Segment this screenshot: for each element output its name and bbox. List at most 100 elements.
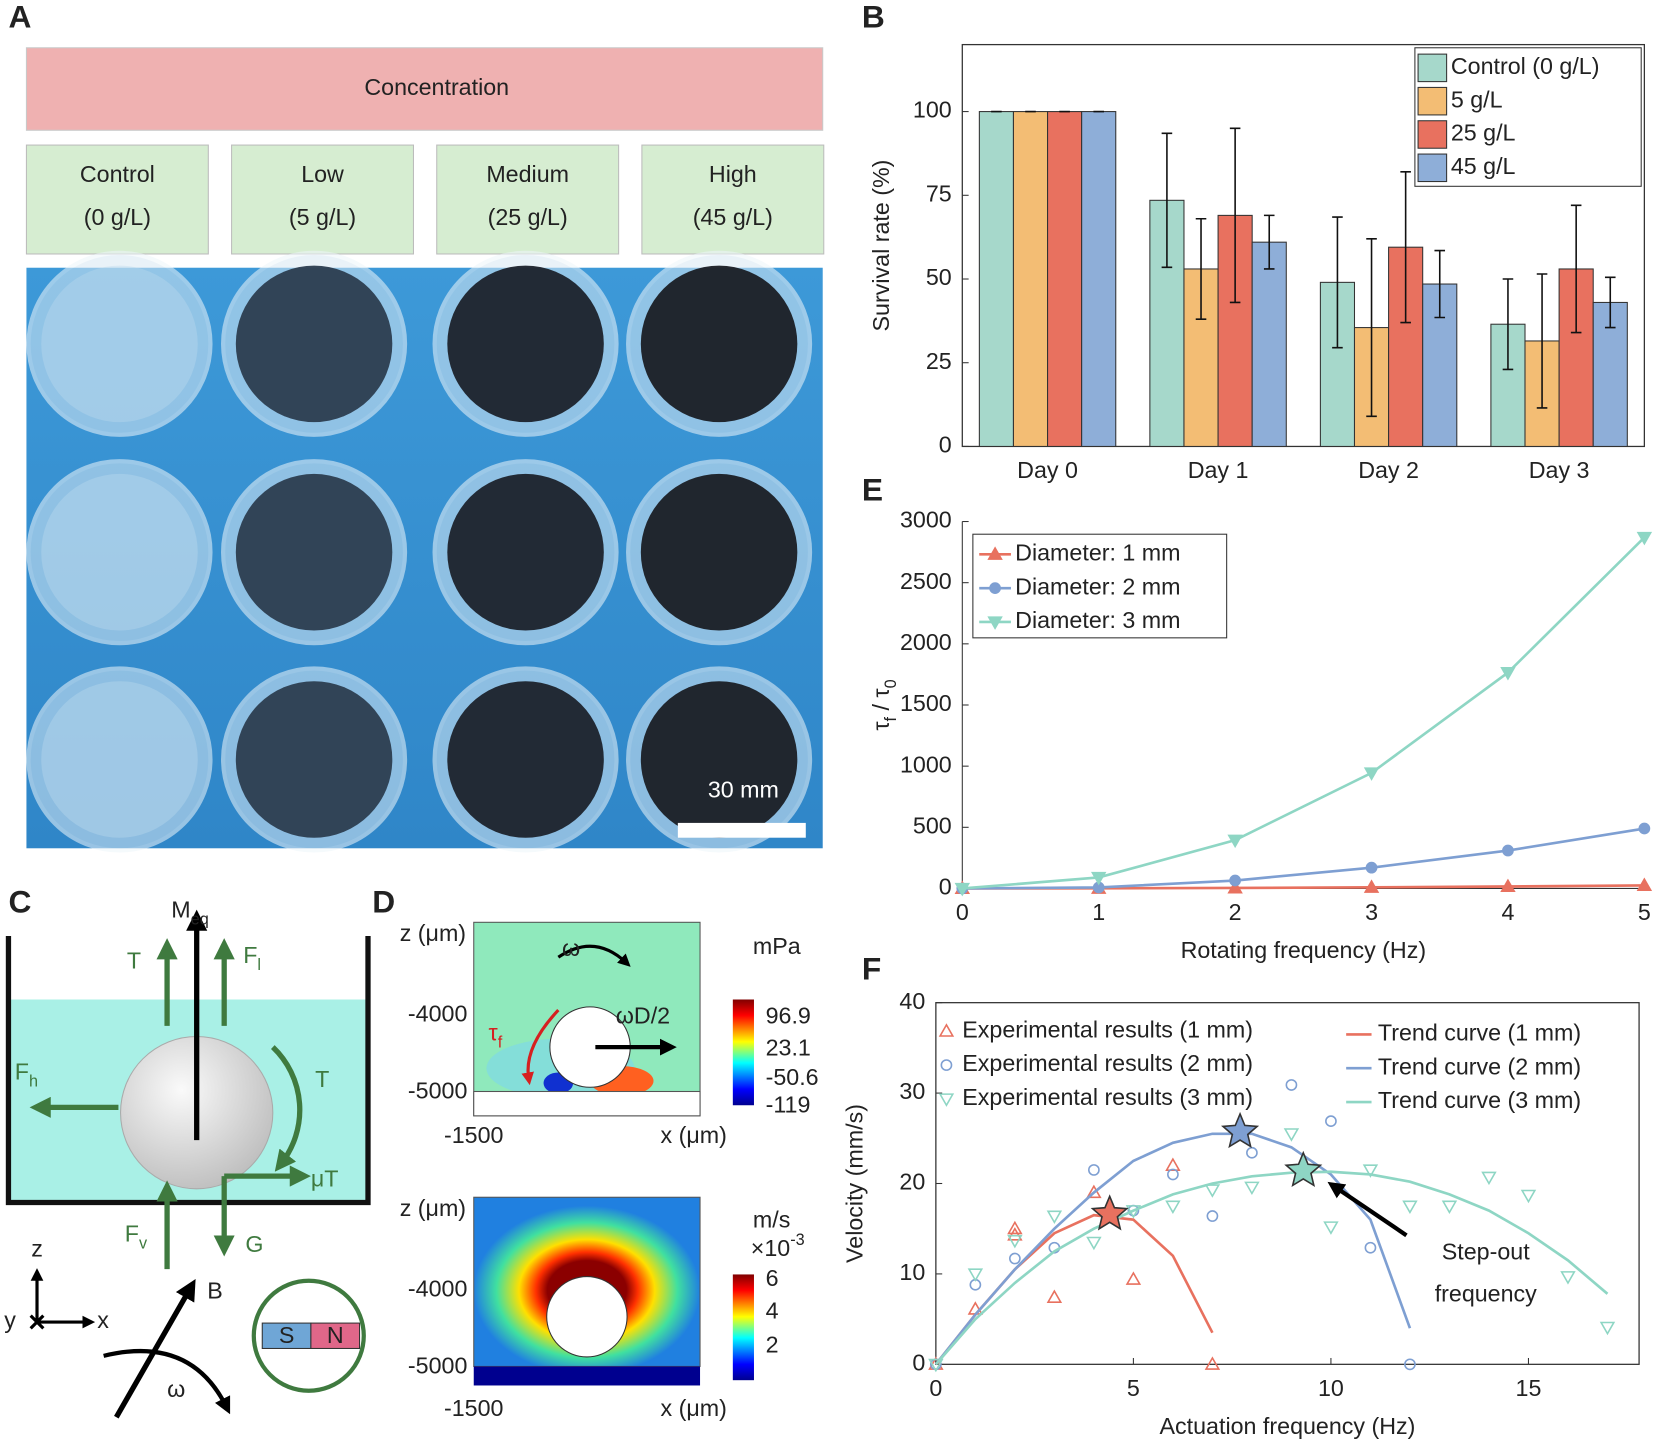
line xyxy=(934,1132,1412,1366)
dish-content xyxy=(640,681,798,838)
marker xyxy=(987,616,1003,630)
marker xyxy=(1363,767,1380,781)
shear-label-part: τ xyxy=(489,1020,498,1046)
legend-label: Trend curve (3 mm) xyxy=(1378,1087,1581,1113)
y-axis-label-part: τ xyxy=(868,721,894,730)
y-tick-label: 50 xyxy=(926,264,952,290)
bar xyxy=(1081,111,1117,447)
force-label-part: M xyxy=(171,897,190,923)
y-axis-label: Survival rate (%) xyxy=(868,160,894,332)
legend-label: Diameter: 1 mm xyxy=(1015,539,1180,565)
marker xyxy=(1365,861,1378,874)
colorbar-label: 4 xyxy=(766,1298,779,1324)
marker xyxy=(1246,1146,1258,1159)
force-label: Fh xyxy=(15,1059,38,1091)
marker xyxy=(1088,1164,1100,1176)
y-tick-label: 2500 xyxy=(900,568,952,594)
legend-label: 25 g/L xyxy=(1451,120,1516,146)
marker xyxy=(1165,1157,1181,1171)
marker xyxy=(1402,1200,1418,1215)
group-box xyxy=(231,144,414,255)
dish xyxy=(26,250,213,437)
colorbar-label: 6 xyxy=(766,1265,779,1291)
y-axis-label: Velocity (mm/s) xyxy=(842,1104,868,1263)
x-tick-label: 0 xyxy=(929,1375,942,1401)
dish xyxy=(26,459,213,646)
legend-label: 45 g/L xyxy=(1451,153,1516,179)
marker xyxy=(1636,531,1653,546)
dish-content xyxy=(447,681,604,838)
marker xyxy=(1165,1200,1181,1215)
marker xyxy=(940,1059,953,1071)
tick-label: -1500 xyxy=(444,1395,504,1421)
marker xyxy=(1500,878,1516,893)
force-label-part: h xyxy=(29,1073,38,1091)
unit-label: m/s xyxy=(753,1207,790,1233)
force-label-part: l xyxy=(257,956,261,974)
group-label: (0 g/L) xyxy=(84,204,151,230)
wall xyxy=(473,1090,701,1117)
force-label: Fl xyxy=(243,942,261,974)
legend-label: Trend curve (2 mm) xyxy=(1378,1053,1581,1079)
marker xyxy=(1204,1356,1221,1370)
marker xyxy=(1046,1289,1063,1303)
colorbar-label: 96.9 xyxy=(766,1003,811,1029)
legend-box xyxy=(1414,47,1642,187)
shear-label-part: f xyxy=(498,1034,503,1052)
legend-label: Diameter: 3 mm xyxy=(1015,607,1180,633)
magnet-label: S xyxy=(279,1322,295,1348)
rotation-arrow xyxy=(557,944,631,967)
force-label: T xyxy=(315,1066,329,1092)
marker xyxy=(1363,879,1380,893)
dish-content xyxy=(447,265,604,423)
error-bar xyxy=(1502,278,1514,371)
marker xyxy=(1560,1271,1576,1285)
highlight-star xyxy=(1090,1194,1129,1231)
marker xyxy=(1244,1181,1260,1196)
y-tick-label: 0 xyxy=(912,1349,925,1375)
dish-content xyxy=(235,265,393,423)
marker xyxy=(938,1093,955,1107)
axis-label: z (μm) xyxy=(400,920,466,946)
magnet-label: N xyxy=(327,1322,344,1348)
panel-letter: F xyxy=(862,950,881,986)
shear-arrow xyxy=(521,1008,560,1086)
marker xyxy=(967,1268,984,1282)
dish-content xyxy=(447,473,604,631)
annotation: frequency xyxy=(1435,1281,1537,1307)
marker xyxy=(954,882,971,897)
legend-label: Experimental results (1 mm) xyxy=(962,1016,1253,1042)
panel-letter: A xyxy=(8,0,31,35)
colorbar-label: -119 xyxy=(766,1091,811,1117)
marker xyxy=(1638,822,1651,835)
error-bar xyxy=(1536,273,1548,409)
legend-label: Experimental results (3 mm) xyxy=(962,1084,1253,1110)
x-tick-label: 0 xyxy=(956,899,969,925)
dish-content xyxy=(640,473,798,631)
marker xyxy=(928,1358,944,1373)
annotation-arrow xyxy=(1327,1181,1408,1238)
colorbar-label: 23.1 xyxy=(766,1034,811,1060)
y-axis-label-part: / τ xyxy=(868,688,894,717)
scale-bar xyxy=(677,822,806,838)
line xyxy=(962,536,1646,890)
y-tick-label: 500 xyxy=(913,812,952,838)
dish-content xyxy=(235,473,393,631)
plot-frame xyxy=(961,43,1646,448)
group-label: (45 g/L) xyxy=(693,204,773,230)
marker xyxy=(1520,1189,1537,1204)
marker xyxy=(1229,874,1241,887)
marker xyxy=(1325,1115,1337,1127)
y-tick-label: 25 xyxy=(926,348,952,374)
highlight-star xyxy=(1284,1150,1323,1188)
marker xyxy=(1285,1079,1298,1091)
legend-label: Experimental results (2 mm) xyxy=(962,1050,1253,1076)
group-label: Low xyxy=(301,161,344,187)
axis-label: z xyxy=(31,1235,43,1261)
force-label-part: F xyxy=(15,1059,29,1085)
tick-label: -5000 xyxy=(408,1353,468,1379)
group-label: Medium xyxy=(486,161,569,187)
x-axis-label: Rotating frequency (Hz) xyxy=(1181,937,1427,963)
y-tick-label: 3000 xyxy=(900,507,952,533)
